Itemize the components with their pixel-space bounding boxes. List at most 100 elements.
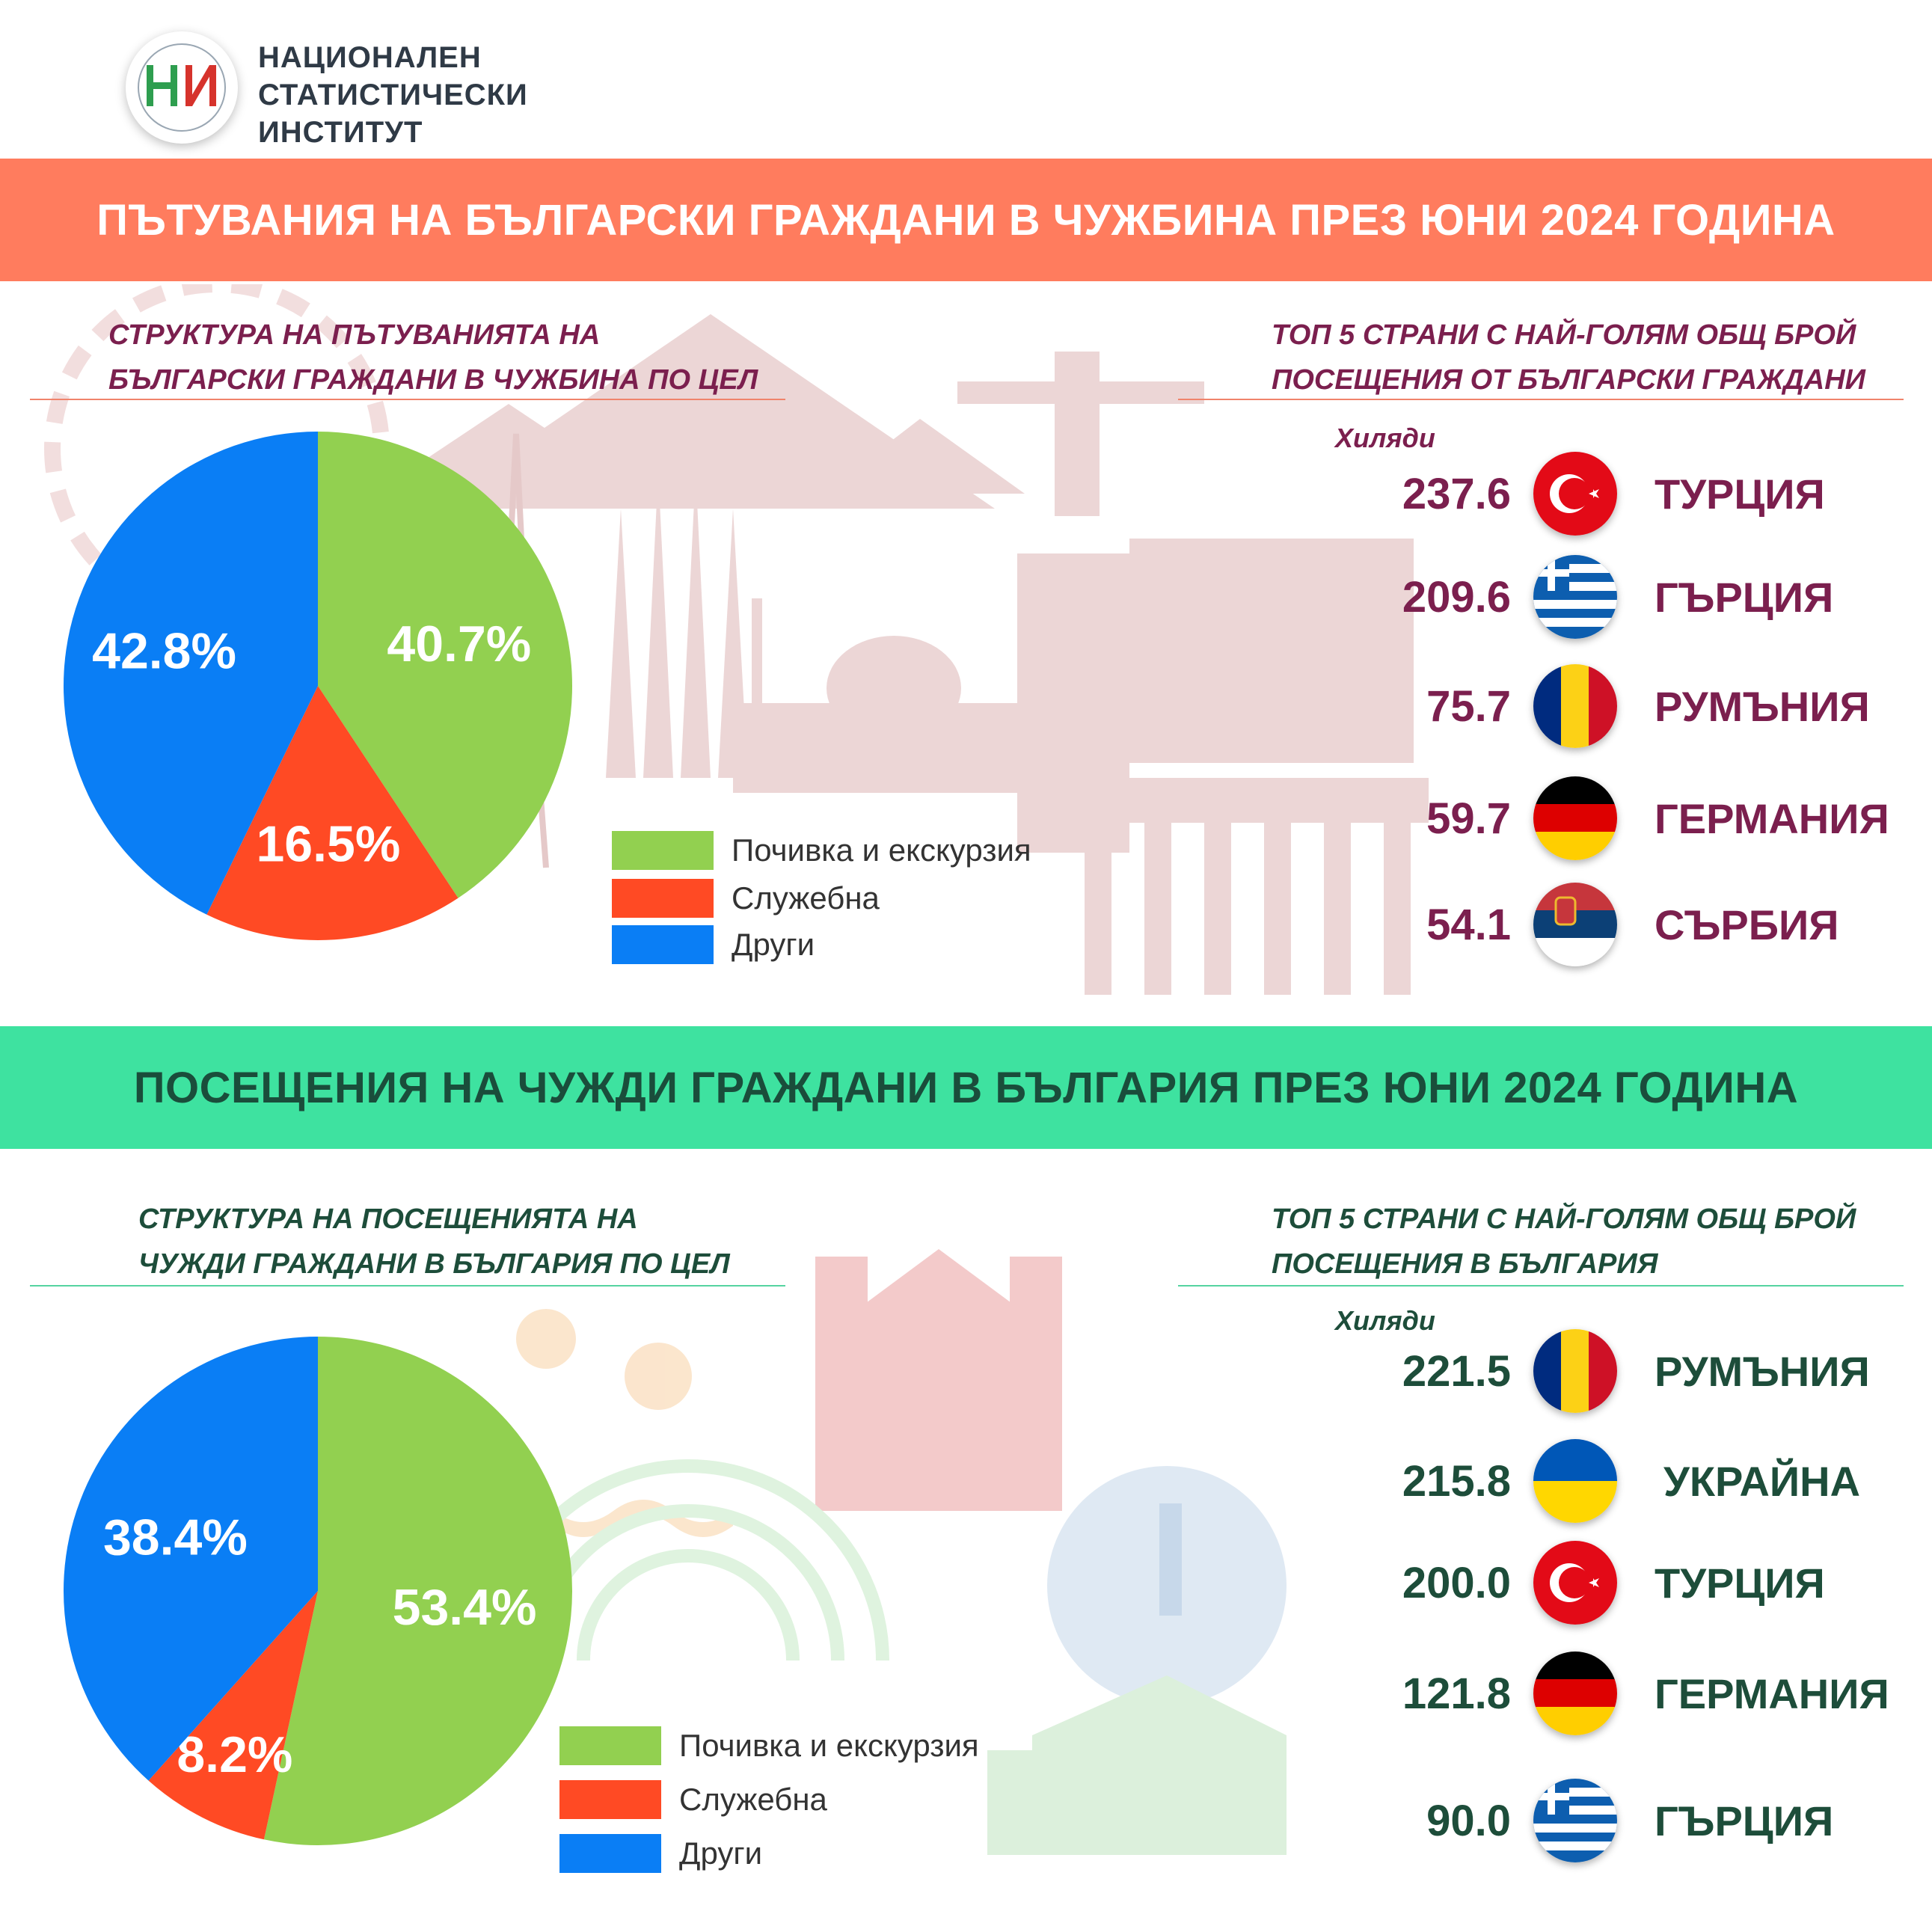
legend-item: Служебна bbox=[559, 1773, 979, 1827]
pie-slice-label: 16.5% bbox=[256, 815, 400, 872]
legend-item: Служебна bbox=[612, 874, 1031, 922]
section1-pie-title: СТРУКТУРА НА ПЪТУВАНИЯТА НА БЪЛГАРСКИ ГР… bbox=[108, 313, 758, 402]
germany-flag-icon bbox=[1533, 1652, 1617, 1735]
pie-slice-label: 40.7% bbox=[387, 616, 531, 672]
legend-item: Почивка и екскурзия bbox=[612, 827, 1031, 874]
country-name: ГЕРМАНИЯ bbox=[1655, 794, 1889, 842]
country-value: 75.7 bbox=[1426, 681, 1511, 731]
logo-text-line: СТАТИСТИЧЕСКИ bbox=[258, 79, 528, 111]
divider bbox=[30, 1285, 785, 1287]
pie-slice-label: 38.4% bbox=[103, 1509, 248, 1565]
bulgaria-landmarks-illustration bbox=[487, 1249, 1287, 1855]
greece-flag-icon bbox=[1533, 1779, 1617, 1862]
country-row: 90.0 ГЪРЦИЯ bbox=[1294, 1776, 1833, 1865]
divider bbox=[1178, 1285, 1904, 1287]
country-value: 215.8 bbox=[1402, 1456, 1511, 1506]
country-name: РУМЪНИЯ bbox=[1655, 1347, 1870, 1395]
country-name: ТУРЦИЯ bbox=[1655, 470, 1825, 518]
country-value: 59.7 bbox=[1426, 794, 1511, 843]
legend-label: Почивка и екскурзия bbox=[679, 1728, 979, 1763]
country-name: ТУРЦИЯ bbox=[1655, 1559, 1825, 1607]
ukraine-flag-icon bbox=[1533, 1439, 1617, 1523]
section2-top-title: ТОП 5 СТРАНИ С НАЙ-ГОЛЯМ ОБЩ БРОЙ ПОСЕЩЕ… bbox=[1272, 1197, 1856, 1287]
title-line: БЪЛГАРСКИ ГРАЖДАНИ В ЧУЖБИНА ПО ЦЕЛ bbox=[108, 364, 758, 396]
divider bbox=[1178, 399, 1904, 400]
title-line: ТОП 5 СТРАНИ С НАЙ-ГОЛЯМ ОБЩ БРОЙ bbox=[1272, 1203, 1856, 1235]
section1-banner: ПЪТУВАНИЯ НА БЪЛГАРСКИ ГРАЖДАНИ В ЧУЖБИН… bbox=[0, 159, 1932, 281]
legend-label: Служебна bbox=[732, 880, 880, 916]
title-line: ЧУЖДИ ГРАЖДАНИ В БЪЛГАРИЯ ПО ЦЕЛ bbox=[138, 1248, 730, 1280]
romania-flag-icon bbox=[1533, 664, 1617, 748]
legend-swatch bbox=[559, 1726, 661, 1765]
country-row: 75.7 РУМЪНИЯ bbox=[1294, 661, 1870, 751]
legend-label: Почивка и екскурзия bbox=[732, 832, 1031, 868]
legend-item: Други bbox=[612, 922, 1031, 967]
country-value: 209.6 bbox=[1402, 572, 1511, 622]
pie-slice-label: 8.2% bbox=[177, 1726, 292, 1783]
pie-slice bbox=[318, 432, 572, 898]
country-row: 200.0 ТУРЦИЯ bbox=[1294, 1538, 1825, 1628]
title-line: СТРУКТУРА НА ПОСЕЩЕНИЯТА НА bbox=[138, 1203, 638, 1235]
title-line: ПОСЕЩЕНИЯ В БЪЛГАРИЯ bbox=[1272, 1248, 1658, 1280]
pie2-legend: Почивка и екскурзия Служебна Други bbox=[559, 1719, 979, 1880]
legend-item: Други bbox=[559, 1827, 979, 1880]
logo-text: НАЦИОНАЛЕН СТАТИСТИЧЕСКИ ИНСТИТУТ bbox=[258, 39, 528, 151]
unit-label: Хиляди bbox=[1335, 1305, 1435, 1336]
legend-swatch bbox=[612, 925, 714, 964]
section1-top-title: ТОП 5 СТРАНИ С НАЙ-ГОЛЯМ ОБЩ БРОЙ ПОСЕЩЕ… bbox=[1272, 313, 1865, 402]
pie-slice-label: 53.4% bbox=[393, 1579, 537, 1636]
title-line: ТОП 5 СТРАНИ С НАЙ-ГОЛЯМ ОБЩ БРОЙ bbox=[1272, 319, 1856, 351]
logo-text-line: НАЦИОНАЛЕН bbox=[258, 41, 482, 74]
country-name: РУМЪНИЯ bbox=[1655, 682, 1870, 730]
pie1-legend: Почивка и екскурзия Служебна Други bbox=[612, 827, 1031, 967]
country-row: 54.1 СЪРБИЯ bbox=[1294, 880, 1839, 969]
legend-item: Почивка и екскурзия bbox=[559, 1719, 979, 1773]
pie-chart-purpose-abroad: 40.7% 16.5% 42.8% bbox=[64, 432, 572, 940]
country-value: 200.0 bbox=[1402, 1558, 1511, 1607]
title-line: ПОСЕЩЕНИЯ ОТ БЪЛГАРСКИ ГРАЖДАНИ bbox=[1272, 364, 1866, 396]
landmarks-illustration bbox=[44, 284, 1429, 995]
country-value: 54.1 bbox=[1426, 900, 1511, 949]
country-name: УКРАЙНА bbox=[1663, 1457, 1861, 1505]
country-name: СЪРБИЯ bbox=[1655, 901, 1839, 948]
nsi-logo bbox=[126, 31, 238, 144]
country-row: 215.8 УКРАЙНА bbox=[1294, 1436, 1860, 1526]
country-value: 121.8 bbox=[1402, 1669, 1511, 1718]
title-line: СТРУКТУРА НА ПЪТУВАНИЯТА НА bbox=[108, 319, 601, 351]
country-row: 59.7 ГЕРМАНИЯ bbox=[1294, 773, 1889, 863]
legend-swatch bbox=[612, 879, 714, 918]
country-name: ГЕРМАНИЯ bbox=[1655, 1669, 1889, 1717]
divider bbox=[30, 399, 785, 400]
germany-flag-icon bbox=[1533, 776, 1617, 860]
turkey-flag-icon bbox=[1533, 452, 1617, 536]
section2-pie-title: СТРУКТУРА НА ПОСЕЩЕНИЯТА НА ЧУЖДИ ГРАЖДА… bbox=[138, 1197, 730, 1287]
pie-slice bbox=[64, 1337, 319, 1781]
country-row: 237.6 ТУРЦИЯ bbox=[1294, 449, 1825, 539]
legend-swatch bbox=[559, 1834, 661, 1873]
country-row: 209.6 ГЪРЦИЯ bbox=[1294, 552, 1833, 642]
legend-swatch bbox=[559, 1780, 661, 1819]
country-name: ГЪРЦИЯ bbox=[1655, 573, 1834, 621]
country-value: 90.0 bbox=[1426, 1796, 1511, 1845]
country-row: 221.5 РУМЪНИЯ bbox=[1294, 1326, 1870, 1416]
section2-banner: ПОСЕЩЕНИЯ НА ЧУЖДИ ГРАЖДАНИ В БЪЛГАРИЯ П… bbox=[0, 1026, 1932, 1149]
pie-slice bbox=[64, 432, 318, 915]
turkey-flag-icon bbox=[1533, 1541, 1617, 1625]
legend-swatch bbox=[612, 831, 714, 870]
legend-label: Други bbox=[679, 1836, 763, 1871]
serbia-flag-icon bbox=[1533, 883, 1617, 966]
legend-label: Служебна bbox=[679, 1782, 827, 1817]
country-name: ГЪРЦИЯ bbox=[1655, 1797, 1834, 1844]
pie-slice-label: 42.8% bbox=[92, 623, 236, 680]
logo-text-line: ИНСТИТУТ bbox=[258, 116, 423, 149]
nsi-logo-mark bbox=[138, 43, 226, 132]
pie-slice bbox=[206, 686, 459, 940]
pie-chart-purpose-in-bulgaria: 53.4% 8.2% 38.4% bbox=[64, 1337, 572, 1845]
country-row: 121.8 ГЕРМАНИЯ bbox=[1294, 1649, 1889, 1738]
pie-slice bbox=[263, 1337, 572, 1845]
romania-flag-icon bbox=[1533, 1329, 1617, 1413]
legend-label: Други bbox=[732, 927, 815, 962]
country-value: 237.6 bbox=[1402, 469, 1511, 518]
greece-flag-icon bbox=[1533, 555, 1617, 639]
pie-slice bbox=[148, 1591, 318, 1840]
